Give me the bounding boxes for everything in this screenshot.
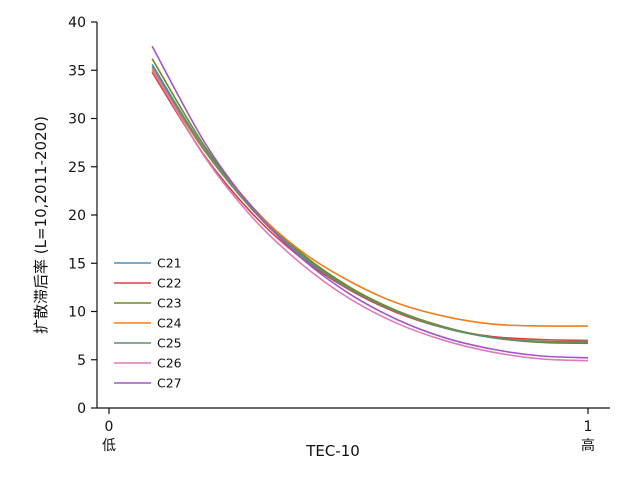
y-tick-label: 10	[68, 305, 86, 321]
y-tick-label: 5	[77, 353, 86, 369]
legend-label: C21	[157, 256, 182, 271]
legend-label: C22	[157, 276, 182, 291]
x-tick-sublabel: 高	[581, 437, 595, 454]
y-tick-label: 25	[68, 160, 86, 176]
series-line-c24	[151, 69, 589, 327]
y-tick-label: 15	[68, 256, 86, 272]
plot-area	[151, 45, 589, 362]
legend-label: C23	[157, 296, 182, 311]
x-axis-title: TEC-10	[305, 442, 360, 460]
y-tick-label: 40	[68, 15, 86, 31]
y-tick-label: 35	[68, 63, 86, 79]
y-ticks: 0 5 10 15 20 25 30 35 40	[68, 15, 97, 417]
legend-label: C27	[157, 376, 182, 391]
y-axis-title: 扩散滞后率 (L=10,2011-2020)	[32, 116, 50, 334]
legend-label: C24	[157, 316, 182, 331]
legend-label: C26	[157, 356, 182, 371]
x-tick-label: 1	[584, 419, 593, 435]
series-line-c27	[151, 45, 589, 359]
y-tick-label: 20	[68, 208, 86, 224]
y-tick-label: 30	[68, 112, 86, 128]
series-line-c22	[151, 71, 589, 342]
legend: C21 C22 C23 C24 C25 C26 C27	[114, 256, 182, 391]
series-line-c26	[151, 67, 589, 362]
series-line-c25	[151, 65, 589, 343]
y-tick-label: 0	[77, 401, 86, 417]
x-ticks: 0 低 1 高	[102, 408, 595, 454]
x-tick-sublabel: 低	[102, 438, 116, 454]
legend-label: C25	[157, 336, 182, 351]
x-tick-label: 0	[105, 419, 114, 435]
